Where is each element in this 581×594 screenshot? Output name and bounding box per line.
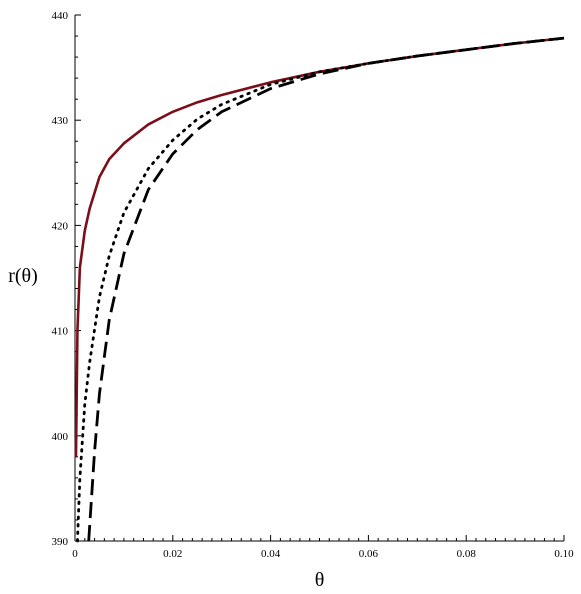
series-line-dotted bbox=[76, 36, 566, 543]
series-layer bbox=[74, 36, 566, 543]
x-tick-label: 0.04 bbox=[261, 548, 281, 560]
y-tick-label: 390 bbox=[52, 536, 69, 548]
y-tick-label: 420 bbox=[52, 220, 69, 232]
y-tick-label: 440 bbox=[52, 10, 69, 22]
x-tick-label: 0.06 bbox=[359, 548, 379, 560]
plot-area: 390 400 410 420 430 440 0 0.02 0.04 0.06 0.08 0.10 bbox=[52, 10, 575, 560]
y-tick-label: 410 bbox=[52, 326, 69, 338]
axis-ticks: 390 400 410 420 430 440 0 0.02 0.04 0.06 0.08 0.10 bbox=[52, 10, 575, 560]
series-line-solid bbox=[74, 36, 565, 457]
x-tick-label: 0.08 bbox=[457, 548, 477, 560]
y-tick-label: 400 bbox=[52, 431, 69, 443]
x-tick-label: 0 bbox=[72, 548, 78, 560]
x-tick-label: 0.02 bbox=[163, 548, 182, 560]
y-axis-title: r(θ) bbox=[8, 265, 38, 287]
x-axis-title: θ bbox=[315, 569, 325, 591]
series-line-dashed bbox=[87, 36, 565, 542]
x-tick-label: 0.10 bbox=[554, 548, 574, 560]
y-tick-label: 430 bbox=[52, 115, 69, 127]
